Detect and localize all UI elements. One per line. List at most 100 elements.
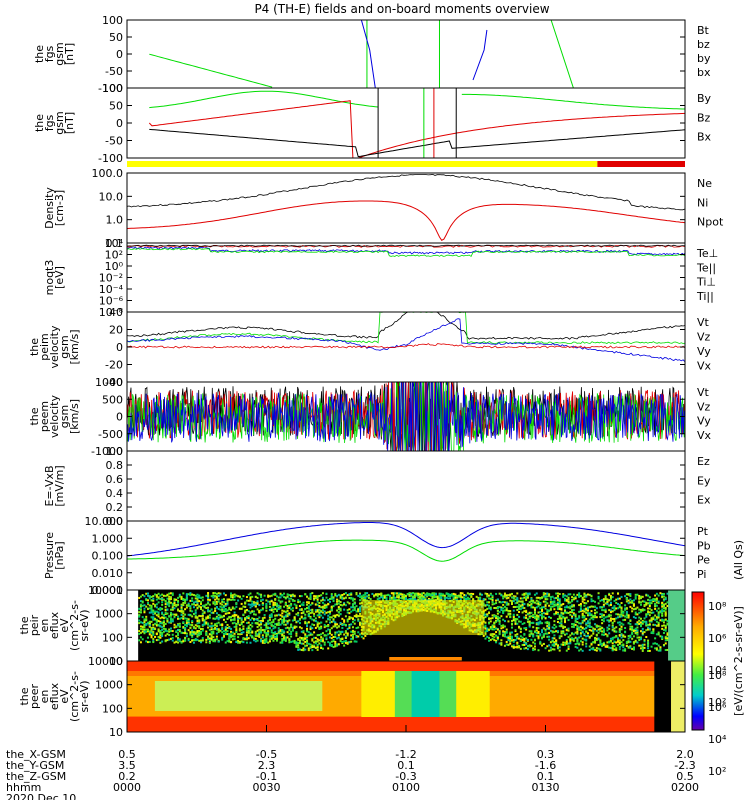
flux-cell: [328, 610, 331, 613]
flux-cell: [242, 641, 245, 644]
flux-cell: [173, 607, 176, 610]
flux-cell: [210, 595, 213, 598]
flux-cell: [330, 606, 333, 609]
flux-cell: [493, 602, 496, 605]
flux-cell: [544, 612, 547, 615]
flux-cell: [256, 625, 259, 628]
flux-cell: [523, 627, 526, 630]
flux-cell: [583, 638, 586, 641]
flux-cell: [396, 596, 399, 599]
flux-cell: [383, 596, 386, 599]
flux-cell: [655, 592, 658, 595]
flux-cell: [564, 610, 567, 613]
flux-cell: [208, 603, 211, 606]
flux-cell: [253, 613, 256, 616]
flux-cell: [539, 607, 542, 610]
flux-cell: [247, 631, 250, 634]
flux-cell: [353, 608, 356, 611]
flux-cell: [146, 607, 149, 610]
flux-cell: [567, 598, 570, 601]
flux-cell: [629, 640, 632, 643]
flux-cell: [470, 592, 473, 595]
flux-cell: [145, 628, 148, 631]
flux-cell: [631, 607, 634, 610]
flux-cell: [196, 602, 199, 605]
flux-cell: [139, 625, 142, 628]
flux-cell: [551, 600, 554, 603]
flux-cell: [237, 621, 240, 624]
flux-cell: [641, 645, 644, 648]
flux-cell: [318, 609, 321, 612]
flux-cell: [274, 623, 277, 626]
flux-cell: [272, 635, 275, 638]
ylabel-line: gsm: [58, 335, 71, 358]
flux-cell: [611, 606, 614, 609]
flux-cell: [537, 618, 540, 621]
flux-cell: [650, 617, 653, 620]
flux-cell: [272, 634, 275, 637]
flux-cell: [606, 644, 609, 647]
flux-cell: [268, 640, 271, 643]
flux-cell: [286, 607, 289, 610]
flux-cell: [655, 604, 658, 607]
flux-cell: [277, 622, 280, 625]
flux-cell: [548, 626, 551, 629]
series-ni: [127, 173, 685, 211]
flux-cell: [539, 597, 542, 600]
flux-cell: [283, 634, 286, 637]
flux-cell: [618, 634, 621, 637]
flux-cell: [468, 593, 471, 596]
flux-cell: [459, 592, 462, 595]
flux-cell: [528, 604, 531, 607]
flux-cell: [532, 633, 535, 636]
flux-cell: [369, 598, 372, 601]
flux-cell: [224, 621, 227, 624]
flux-cell: [327, 614, 330, 617]
flux-cell: [394, 596, 397, 599]
panel-temp-ylabel: moqt3[eV]: [43, 260, 66, 296]
flux-cell: [180, 595, 183, 598]
flux-cell: [159, 608, 162, 611]
flux-cell: [235, 602, 238, 605]
flux-cell: [373, 594, 376, 597]
flux-cell: [528, 630, 531, 633]
flux-cell: [359, 595, 362, 598]
flux-cell: [138, 596, 141, 599]
ytick-label: 10.0: [99, 190, 124, 203]
flux-cell: [177, 601, 180, 604]
flux-cell: [569, 605, 572, 608]
flux-cell: [146, 641, 149, 644]
flux-cell: [654, 614, 657, 617]
flux-cell: [484, 613, 487, 616]
flux-cell: [618, 641, 621, 644]
flux-cell: [309, 609, 312, 612]
flux-cell: [583, 615, 586, 618]
flux-cell: [194, 632, 197, 635]
flux-cell: [594, 600, 597, 603]
flux-cell: [169, 608, 172, 611]
flux-cell: [166, 630, 169, 633]
flux-cell: [161, 607, 164, 610]
flux-cell: [275, 632, 278, 635]
flux-cell: [191, 631, 194, 634]
flux-cell: [567, 600, 570, 603]
flux-cell: [283, 605, 286, 608]
flux-cell: [592, 646, 595, 649]
flux-cell: [479, 593, 482, 596]
flux-cell: [512, 646, 515, 649]
legend-ti: Ti⊥: [696, 276, 716, 289]
series-tipar: [127, 247, 685, 257]
flux-cell: [267, 626, 270, 629]
flux-cell: [606, 601, 609, 604]
flux-cell: [212, 636, 215, 639]
flux-cell: [219, 629, 222, 632]
flux-cell: [187, 618, 190, 621]
flux-cell: [528, 645, 531, 648]
ylabel-line: [km/s]: [68, 329, 81, 364]
flux-cell: [410, 593, 413, 596]
flux-cell: [351, 603, 354, 606]
flux-cell: [636, 626, 639, 629]
flux-cell: [608, 632, 611, 635]
flux-cell: [244, 609, 247, 612]
flux-cell: [572, 612, 575, 615]
